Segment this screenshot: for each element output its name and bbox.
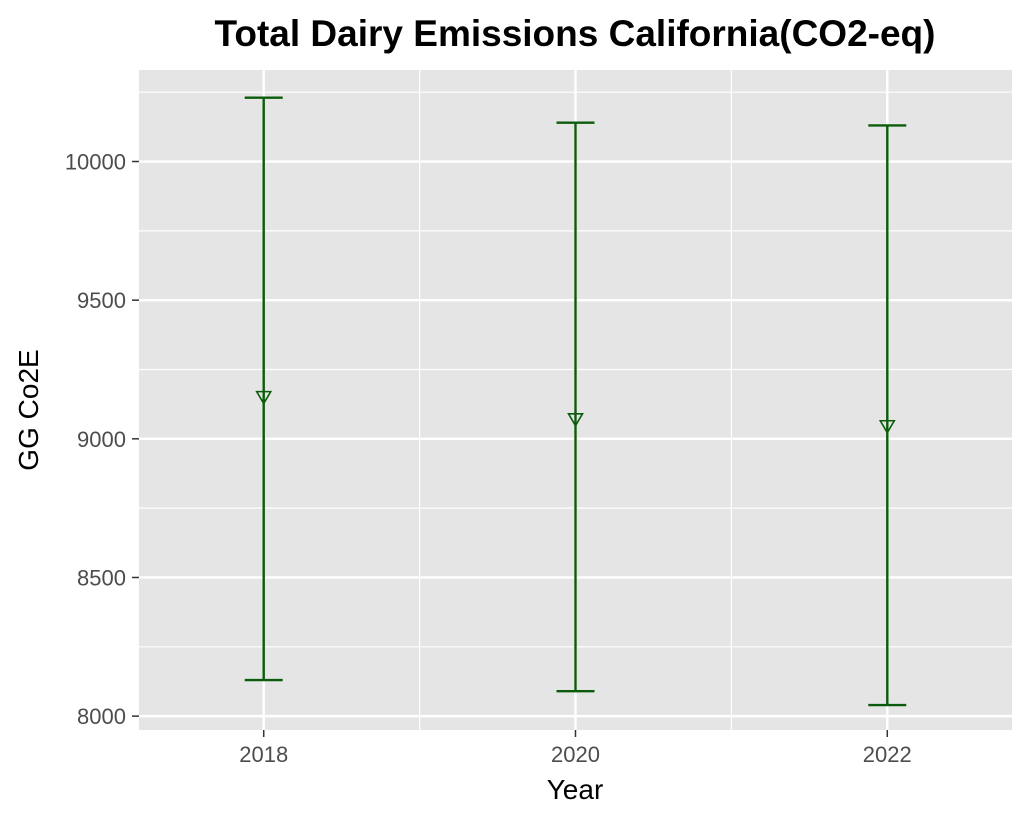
y-tick-label: 8000 [77,704,126,729]
x-axis-tick-labels: 2018 2020 2022 [239,742,912,767]
chart-title: Total Dairy Emissions California(CO2-eq) [215,13,936,54]
y-tick-label: 8500 [77,565,126,590]
center-marker [567,413,584,428]
center-marker [878,419,896,435]
x-tick-label: 2018 [239,742,288,767]
center-markers [255,390,896,435]
x-tick-label: 2020 [551,742,600,767]
x-axis-title: Year [547,774,604,805]
error-bars [244,96,907,707]
x-tick-label: 2022 [863,742,912,767]
y-tick-label: 9500 [77,288,126,313]
y-axis-tick-labels: 8000 8500 9000 9500 10000 [65,150,126,730]
y-tick-label: 9000 [77,427,126,452]
y-tick-label: 10000 [65,150,126,175]
axis-ticks [132,160,889,737]
center-marker [255,390,273,406]
y-axis-title: GG Co2E [13,349,44,470]
